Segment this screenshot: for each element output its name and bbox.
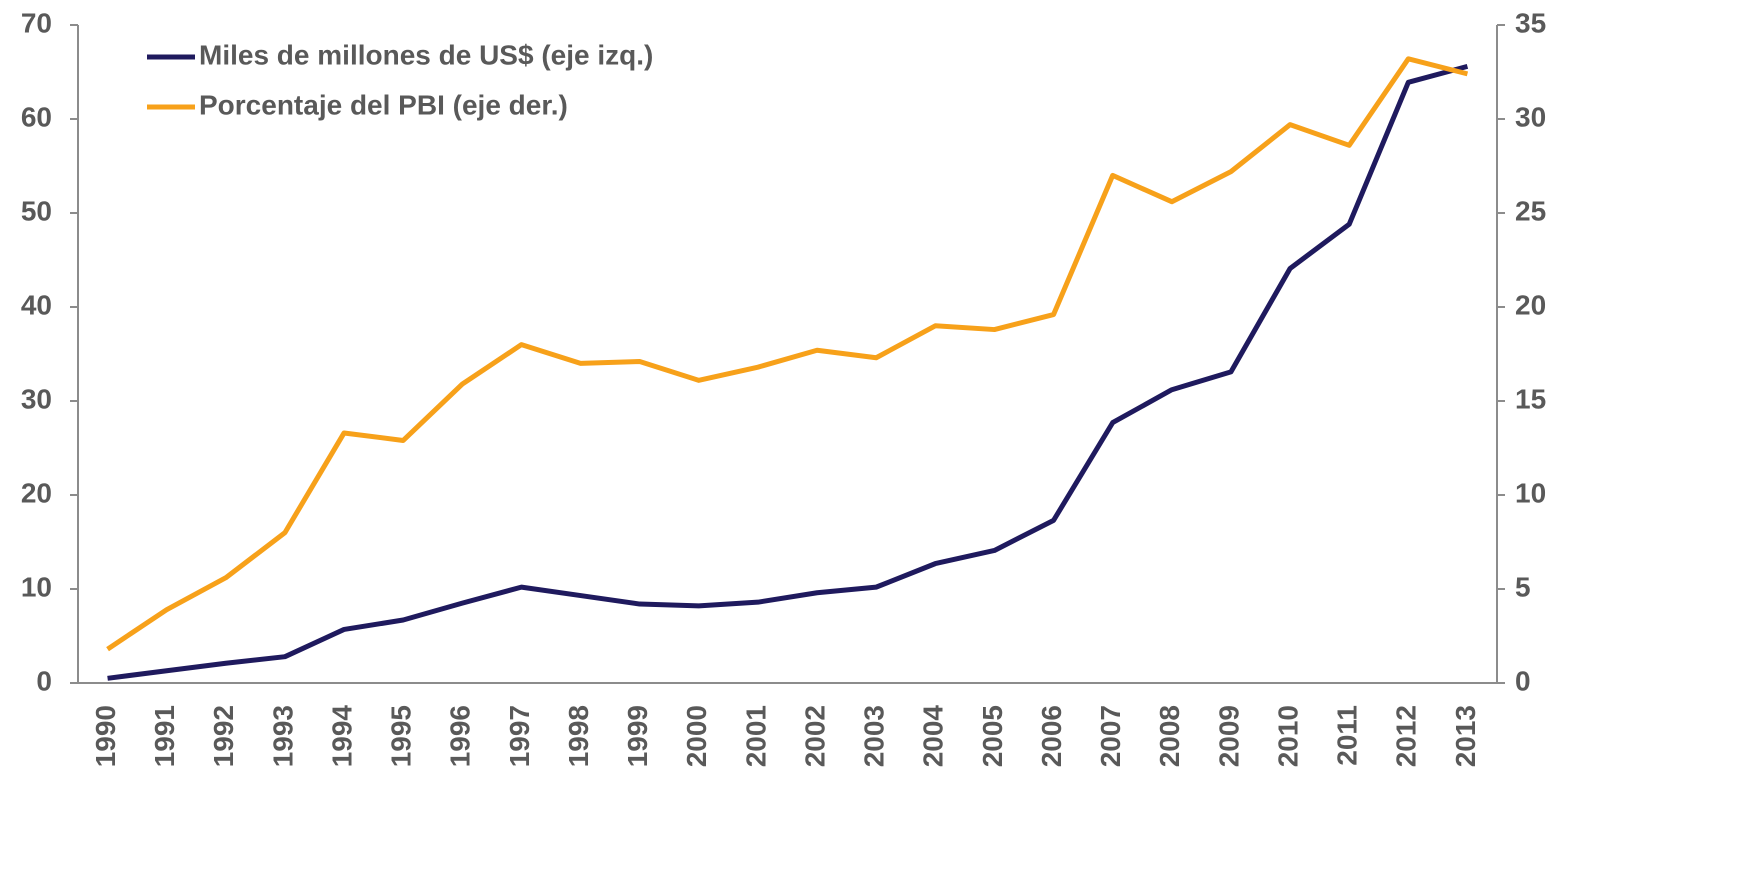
x-tick-label: 2001 [740,705,771,767]
x-tick-label: 1991 [149,705,180,767]
x-tick-label: 2003 [859,705,890,767]
x-tick-label: 2006 [1036,705,1067,767]
y2-tick-label: 0 [1515,665,1531,696]
x-tick-label: 1999 [622,705,653,767]
y-tick-label: 70 [21,7,52,38]
legend-label: Porcentaje del PBI (eje der.) [199,89,568,120]
x-tick-label: 1994 [326,705,357,768]
y-tick-label: 40 [21,289,52,320]
x-tick-label: 1995 [386,705,417,767]
x-tick-label: 1992 [208,705,239,767]
y2-tick-label: 10 [1515,477,1546,508]
x-tick-label: 2002 [799,705,830,767]
x-tick-label: 1997 [504,705,535,767]
x-tick-label: 2005 [977,705,1008,767]
x-tick-label: 1990 [90,705,121,767]
y-tick-label: 10 [21,571,52,602]
y2-tick-label: 25 [1515,195,1546,226]
y2-tick-label: 5 [1515,571,1531,602]
series-line [107,63,1469,681]
y-tick-label: 20 [21,477,52,508]
y-tick-label: 30 [21,383,52,414]
y2-tick-label: 30 [1515,101,1546,132]
y2-tick-label: 15 [1515,383,1546,414]
x-tick-label: 2012 [1391,705,1422,767]
x-tick-label: 2007 [1095,705,1126,767]
y-tick-label: 50 [21,195,52,226]
series-line [106,56,1469,652]
x-tick-label: 2008 [1154,705,1185,767]
x-tick-label: 2010 [1272,705,1303,767]
y-tick-label: 0 [36,665,52,696]
y-tick-label: 60 [21,101,52,132]
x-tick-label: 1993 [267,705,298,767]
x-tick-label: 2013 [1450,705,1481,767]
y2-tick-label: 20 [1515,289,1546,320]
x-tick-label: 2000 [681,705,712,767]
x-tick-label: 1998 [563,705,594,767]
x-tick-label: 2011 [1332,705,1363,766]
x-tick-label: 1996 [445,705,476,767]
y2-tick-label: 35 [1515,7,1546,38]
legend-label: Miles de millones de US$ (eje izq.) [199,39,653,70]
x-tick-label: 2004 [918,705,949,768]
x-tick-label: 2009 [1213,705,1244,767]
